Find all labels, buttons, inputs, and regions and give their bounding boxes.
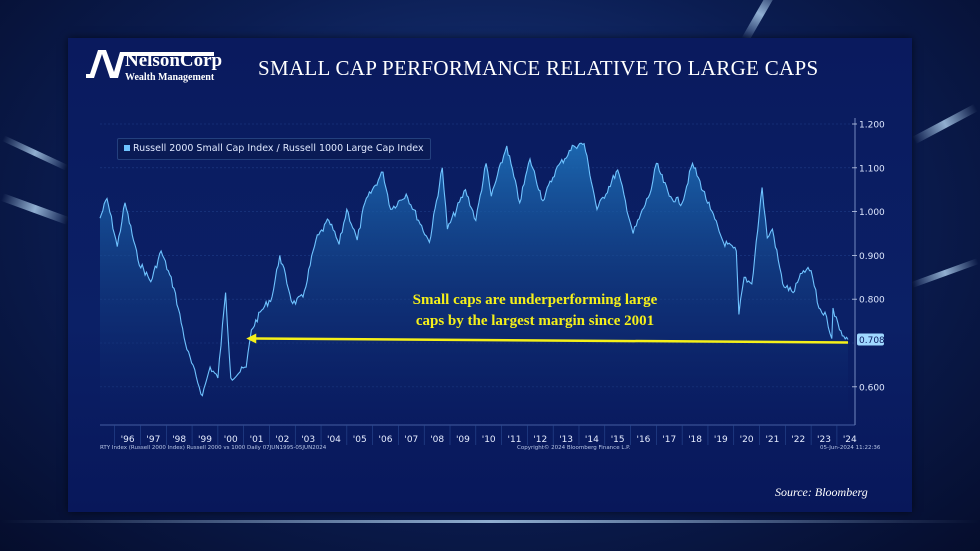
last-value-badge <box>857 333 884 346</box>
x-tick-label: '00 <box>224 435 238 445</box>
x-tick-label: '11 <box>508 435 522 445</box>
x-tick-label: '13 <box>559 435 573 445</box>
y-tick-label: 0.800 <box>859 296 885 306</box>
footer-timestamp: 05-Jun-2024 11:22:36 <box>820 445 881 451</box>
x-tick-label: '18 <box>688 435 702 445</box>
series-area <box>100 143 848 425</box>
x-tick-label: '03 <box>301 435 315 445</box>
x-tick-label: '17 <box>662 435 676 445</box>
last-value-label: 0.708 <box>859 336 885 346</box>
x-tick-label: '08 <box>430 435 444 445</box>
arrow-head <box>246 333 257 344</box>
series-line <box>99 142 849 397</box>
annotation-line-1: Small caps are underperforming large <box>412 292 658 308</box>
x-tick-label: '15 <box>611 435 625 445</box>
x-tick-label: '16 <box>636 435 650 445</box>
y-tick-label: 0.600 <box>859 383 885 393</box>
reference-arrow-line <box>254 337 849 344</box>
stage-light <box>0 520 980 523</box>
x-tick-label: '14 <box>585 435 599 445</box>
logo-subtitle: Wealth Management <box>125 72 215 83</box>
annotation-line-2: caps by the largest margin since 2001 <box>415 313 655 329</box>
x-tick-label: '07 <box>404 435 418 445</box>
x-tick-label: '10 <box>482 435 496 445</box>
x-tick-label: '06 <box>379 435 393 445</box>
x-tick-label: '99 <box>198 435 212 445</box>
logo-name: NelsonCorp <box>125 50 223 71</box>
page-title: SMALL CAP PERFORMANCE RELATIVE TO LARGE … <box>258 56 819 80</box>
x-tick-label: '20 <box>740 435 754 445</box>
x-tick-label: '05 <box>353 435 367 445</box>
chart-legend: Russell 2000 Small Cap Index / Russell 1… <box>117 138 431 160</box>
x-tick-label: '02 <box>275 435 289 445</box>
x-tick-label: '12 <box>533 435 547 445</box>
y-tick-label: 1.000 <box>859 208 885 218</box>
legend-label: Russell 2000 Small Cap Index / Russell 1… <box>133 143 424 154</box>
x-tick-label: '19 <box>714 435 728 445</box>
x-tick-label: '21 <box>765 435 779 445</box>
footer-ticker-info: RTY Index (Russell 2000 Index) Russell 2… <box>100 445 327 451</box>
x-tick-label: '96 <box>121 435 135 445</box>
y-tick-label: 1.100 <box>859 164 885 174</box>
x-tick-label: '01 <box>250 435 264 445</box>
nelsoncorp-logo <box>86 50 214 78</box>
footer-copyright: Copyright© 2024 Bloomberg Finance L.P. <box>517 445 631 451</box>
y-tick-label: 1.200 <box>859 121 885 131</box>
legend-swatch <box>124 145 130 151</box>
y-tick-label: 0.900 <box>859 252 885 262</box>
x-tick-label: '04 <box>327 435 341 445</box>
x-tick-label: '22 <box>791 435 805 445</box>
x-tick-label: '98 <box>172 435 186 445</box>
x-tick-label: '09 <box>456 435 470 445</box>
x-tick-label: '24 <box>843 435 857 445</box>
x-tick-label: '23 <box>817 435 831 445</box>
source-note: Source: Bloomberg <box>775 485 868 499</box>
x-tick-label: '97 <box>146 435 160 445</box>
